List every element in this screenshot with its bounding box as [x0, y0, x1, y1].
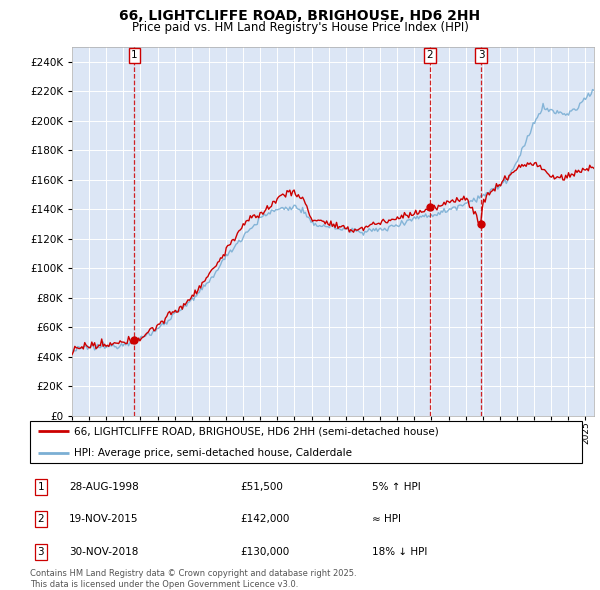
Text: HPI: Average price, semi-detached house, Calderdale: HPI: Average price, semi-detached house,…	[74, 448, 352, 457]
Text: 1: 1	[37, 482, 44, 491]
Text: £51,500: £51,500	[240, 482, 283, 491]
Text: 18% ↓ HPI: 18% ↓ HPI	[372, 547, 427, 556]
Text: ≈ HPI: ≈ HPI	[372, 514, 401, 524]
Text: £130,000: £130,000	[240, 547, 289, 556]
Text: 66, LIGHTCLIFFE ROAD, BRIGHOUSE, HD6 2HH: 66, LIGHTCLIFFE ROAD, BRIGHOUSE, HD6 2HH	[119, 9, 481, 24]
Text: 2: 2	[427, 50, 433, 60]
Text: Contains HM Land Registry data © Crown copyright and database right 2025.
This d: Contains HM Land Registry data © Crown c…	[30, 569, 356, 589]
Text: 30-NOV-2018: 30-NOV-2018	[69, 547, 139, 556]
Text: 66, LIGHTCLIFFE ROAD, BRIGHOUSE, HD6 2HH (semi-detached house): 66, LIGHTCLIFFE ROAD, BRIGHOUSE, HD6 2HH…	[74, 427, 439, 436]
Text: 19-NOV-2015: 19-NOV-2015	[69, 514, 139, 524]
Text: 1: 1	[131, 50, 138, 60]
Text: 3: 3	[37, 547, 44, 556]
Text: 3: 3	[478, 50, 485, 60]
Text: 2: 2	[37, 514, 44, 524]
Text: £142,000: £142,000	[240, 514, 289, 524]
Text: Price paid vs. HM Land Registry's House Price Index (HPI): Price paid vs. HM Land Registry's House …	[131, 21, 469, 34]
Text: 5% ↑ HPI: 5% ↑ HPI	[372, 482, 421, 491]
Text: 28-AUG-1998: 28-AUG-1998	[69, 482, 139, 491]
FancyBboxPatch shape	[30, 421, 582, 463]
